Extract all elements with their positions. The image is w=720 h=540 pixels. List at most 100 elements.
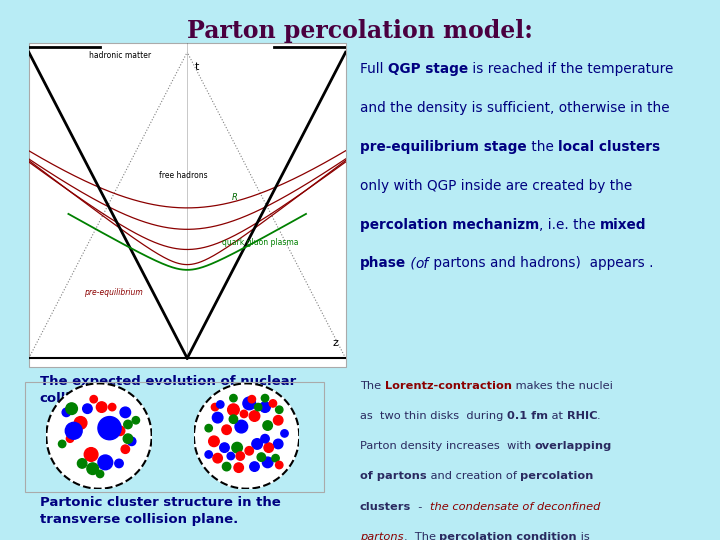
Text: QGP stage: QGP stage: [388, 62, 468, 76]
Text: pre-equilibrium stage: pre-equilibrium stage: [360, 140, 526, 154]
Circle shape: [205, 424, 212, 432]
Text: clusters: clusters: [360, 502, 411, 512]
Circle shape: [254, 403, 262, 411]
Text: and the density is sufficient, otherwise in the: and the density is sufficient, otherwise…: [360, 101, 670, 115]
Text: z: z: [333, 338, 339, 348]
Circle shape: [262, 457, 273, 468]
Text: quark gluon plasma: quark gluon plasma: [222, 238, 299, 247]
Text: , i.e. the: , i.e. the: [539, 218, 600, 232]
Text: free hadrons: free hadrons: [158, 171, 207, 180]
Text: phase: phase: [360, 256, 406, 271]
Circle shape: [78, 458, 87, 468]
Circle shape: [281, 430, 288, 437]
Circle shape: [264, 443, 274, 453]
Text: overlapping: overlapping: [535, 441, 612, 451]
Circle shape: [96, 402, 107, 413]
Text: only with QGP inside are created by the: only with QGP inside are created by the: [360, 179, 632, 193]
Circle shape: [260, 402, 270, 413]
Circle shape: [248, 395, 256, 403]
Circle shape: [66, 435, 73, 442]
Circle shape: [269, 400, 276, 407]
Circle shape: [243, 397, 256, 410]
Circle shape: [98, 416, 121, 440]
Circle shape: [228, 404, 239, 415]
Circle shape: [234, 463, 243, 472]
Text: percolation: percolation: [521, 471, 593, 482]
Text: at: at: [548, 411, 567, 421]
Circle shape: [220, 443, 229, 453]
Circle shape: [124, 420, 132, 429]
Circle shape: [252, 438, 262, 449]
Text: (: (: [406, 256, 416, 271]
Circle shape: [212, 403, 219, 411]
Circle shape: [227, 453, 235, 460]
Text: mixed: mixed: [600, 218, 647, 232]
Circle shape: [120, 407, 130, 417]
Text: of partons: of partons: [360, 471, 427, 482]
Text: partons: partons: [360, 532, 403, 540]
Circle shape: [236, 452, 245, 460]
Circle shape: [232, 442, 243, 453]
Text: The expected evolution of nuclear
collision.: The expected evolution of nuclear collis…: [40, 375, 296, 406]
Text: Parton percolation model:: Parton percolation model:: [187, 19, 533, 43]
Circle shape: [66, 422, 82, 439]
Text: -: -: [411, 502, 430, 512]
Circle shape: [66, 403, 78, 415]
Circle shape: [250, 462, 259, 471]
Circle shape: [229, 415, 238, 423]
Text: t: t: [195, 62, 199, 72]
Circle shape: [58, 440, 66, 448]
Circle shape: [96, 470, 104, 478]
Circle shape: [276, 406, 283, 414]
Circle shape: [114, 459, 123, 468]
Circle shape: [217, 401, 224, 408]
Circle shape: [212, 413, 223, 423]
Circle shape: [230, 394, 237, 402]
Circle shape: [90, 395, 97, 403]
Circle shape: [213, 454, 222, 463]
Text: the: the: [526, 140, 558, 154]
Text: and creation of: and creation of: [427, 471, 521, 482]
Circle shape: [276, 461, 283, 469]
Text: Parton density increases  with: Parton density increases with: [360, 441, 535, 451]
Text: is reached if the temperature: is reached if the temperature: [468, 62, 673, 76]
Text: Full: Full: [360, 62, 388, 76]
Circle shape: [83, 404, 92, 414]
Text: partons and hadrons)  appears .: partons and hadrons) appears .: [429, 256, 654, 271]
Circle shape: [62, 408, 71, 416]
Circle shape: [121, 445, 130, 454]
Circle shape: [127, 437, 136, 445]
Text: percolation mechanizm: percolation mechanizm: [360, 218, 539, 232]
Circle shape: [109, 403, 116, 411]
Circle shape: [257, 453, 266, 461]
Text: local clusters: local clusters: [558, 140, 660, 154]
Text: RHIC: RHIC: [567, 411, 597, 421]
Circle shape: [261, 435, 269, 443]
Circle shape: [272, 455, 279, 462]
Text: .  The: . The: [403, 532, 439, 540]
Circle shape: [222, 462, 231, 471]
Circle shape: [240, 410, 248, 417]
Bar: [25, 382, 324, 492]
Circle shape: [115, 426, 125, 436]
Circle shape: [123, 434, 132, 443]
Circle shape: [245, 447, 253, 455]
Text: The: The: [360, 381, 384, 391]
Text: of: of: [416, 256, 429, 271]
Circle shape: [209, 436, 219, 447]
Circle shape: [132, 416, 140, 424]
Polygon shape: [194, 383, 300, 489]
Circle shape: [274, 439, 283, 449]
Polygon shape: [46, 383, 152, 489]
Text: Lorentz-contraction: Lorentz-contraction: [384, 381, 512, 391]
Circle shape: [98, 455, 113, 470]
Text: hadronic matter: hadronic matter: [89, 51, 151, 59]
Circle shape: [84, 448, 98, 461]
Circle shape: [74, 416, 87, 429]
Text: Partonic cluster structure in the
transverse collision plane.: Partonic cluster structure in the transv…: [40, 496, 280, 526]
Circle shape: [87, 463, 99, 475]
Circle shape: [274, 415, 283, 425]
Bar: [29, 43, 346, 367]
Circle shape: [205, 451, 212, 458]
Text: the condensate of deconfined: the condensate of deconfined: [430, 502, 600, 512]
